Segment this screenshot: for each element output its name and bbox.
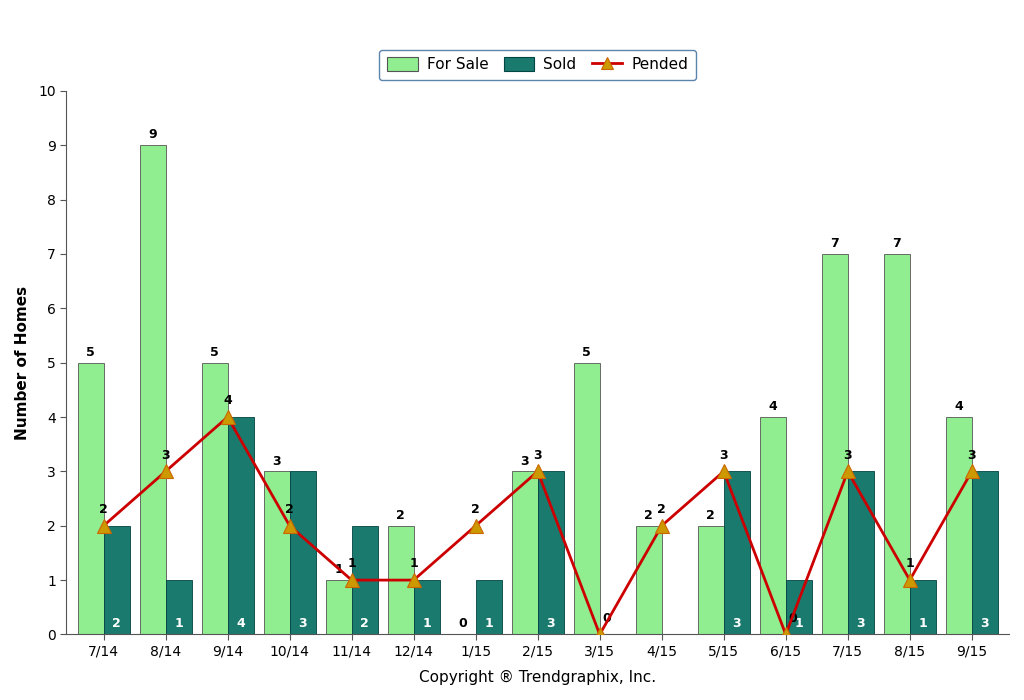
Bar [103,526,130,634]
Text: 3: 3 [981,617,989,630]
Text: 3: 3 [298,617,307,630]
Text: 0: 0 [671,617,679,630]
Bar [78,363,103,634]
Text: 2: 2 [707,509,715,522]
Bar [476,580,502,634]
Text: 9: 9 [148,128,157,141]
Text: 0: 0 [459,617,467,630]
Bar [573,363,600,634]
Bar [414,580,439,634]
Bar [884,254,909,634]
Bar [512,471,538,634]
Bar [538,471,564,634]
Bar [760,417,785,634]
Text: 1: 1 [422,617,431,630]
Bar [636,526,662,634]
Y-axis label: Number of Homes: Number of Homes [15,286,30,440]
Bar [909,580,936,634]
Bar [388,526,414,634]
Text: 3: 3 [272,454,281,468]
Text: 2: 2 [99,503,108,516]
Text: 2: 2 [286,503,294,516]
Text: 4: 4 [223,394,232,407]
Text: 2: 2 [657,503,666,516]
Bar [946,417,972,634]
Bar [697,526,724,634]
Text: 4: 4 [768,400,777,413]
Text: 3: 3 [856,617,865,630]
Text: 0: 0 [608,617,617,630]
Text: 3: 3 [720,449,728,461]
Text: 1: 1 [410,557,418,570]
Bar [848,471,873,634]
Text: 1: 1 [174,617,183,630]
Text: 7: 7 [892,237,901,250]
Text: 2: 2 [113,617,121,630]
Bar [139,145,166,634]
Text: 7: 7 [830,237,839,250]
Bar [166,580,191,634]
Text: 3: 3 [520,454,529,468]
Text: 1: 1 [795,617,803,630]
Text: 3: 3 [534,449,542,461]
Text: 2: 2 [471,503,480,516]
Text: 5: 5 [210,346,219,359]
Text: 1: 1 [334,564,343,576]
Bar [227,417,254,634]
Bar [290,471,315,634]
Text: 0: 0 [788,612,798,624]
Bar [972,471,997,634]
Text: 3: 3 [547,617,555,630]
Text: 3: 3 [162,449,170,461]
Bar [724,471,750,634]
Text: 3: 3 [968,449,976,461]
Text: 4: 4 [237,617,245,630]
Text: 0: 0 [603,612,611,624]
Text: 2: 2 [360,617,369,630]
Text: 4: 4 [954,400,964,413]
Text: 2: 2 [644,509,653,522]
Text: 3: 3 [844,449,852,461]
Bar [202,363,227,634]
Text: 1: 1 [919,617,927,630]
Text: 5: 5 [583,346,591,359]
Text: 3: 3 [732,617,741,630]
X-axis label: Copyright ® Trendgraphix, Inc.: Copyright ® Trendgraphix, Inc. [419,670,656,685]
Text: 2: 2 [396,509,406,522]
Bar [326,580,351,634]
Legend: For Sale, Sold, Pended: For Sale, Sold, Pended [379,50,696,80]
Text: 5: 5 [86,346,95,359]
Text: 1: 1 [484,617,494,630]
Bar [351,526,378,634]
Bar [821,254,848,634]
Text: 1: 1 [347,557,356,570]
Bar [263,471,290,634]
Bar [785,580,812,634]
Text: 1: 1 [905,557,914,570]
